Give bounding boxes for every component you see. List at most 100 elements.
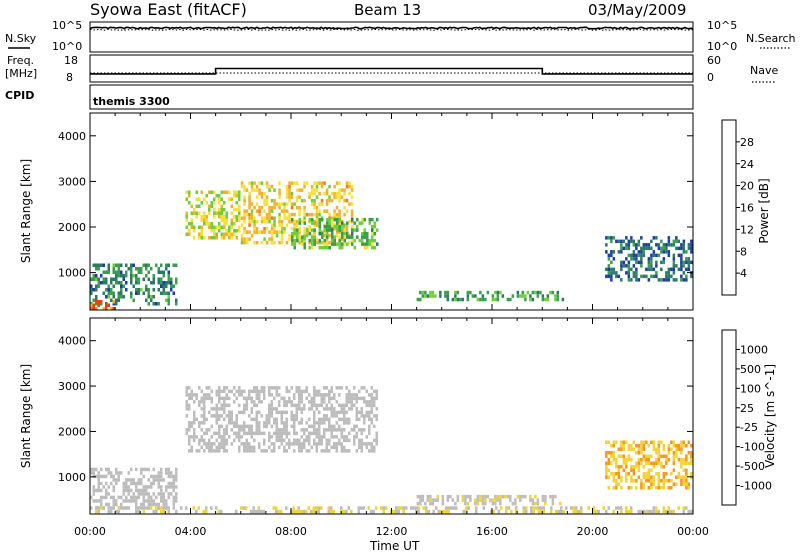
data-cell-3: [680, 461, 683, 465]
data-cell-1: [223, 410, 226, 415]
data-cell-5: [625, 257, 628, 261]
data-cell-0: [165, 488, 168, 493]
data-cell-1: [220, 396, 223, 401]
data-cell-3: [685, 458, 688, 462]
data-cell-3: [667, 479, 671, 483]
y-tick-label: 3000: [58, 380, 86, 393]
data-cell-4: [625, 509, 628, 514]
data-cell-0: [142, 499, 145, 503]
data-cell-3: [331, 235, 334, 239]
data-cell-1: [370, 393, 373, 397]
data-cell-1: [368, 417, 371, 422]
data-cell-1: [205, 431, 208, 436]
data-cell-4: [434, 294, 437, 298]
data-cell-2: [245, 240, 249, 245]
data-cell-3: [635, 486, 638, 490]
colorbar-tick-label: 20: [740, 180, 754, 193]
data-cell-2: [541, 494, 545, 499]
data-cell-0: [147, 485, 150, 489]
data-cell-2: [298, 205, 301, 210]
data-cell-2: [260, 191, 264, 196]
data-cell-1: [193, 417, 196, 422]
data-cell-1: [208, 208, 211, 212]
colorbar-tick-label: -25: [740, 421, 758, 434]
data-cell-3: [650, 486, 653, 490]
data-cell-1: [348, 438, 351, 443]
data-cell-2: [348, 191, 351, 196]
data-cell-2: [260, 230, 264, 234]
data-cell-1: [313, 438, 316, 443]
data-cell-2: [315, 181, 319, 185]
data-cell-4: [385, 506, 388, 510]
data-cell-0: [92, 485, 95, 489]
data-cell-2: [325, 188, 329, 192]
data-cell-0: [112, 284, 115, 288]
data-cell-5: [650, 274, 653, 279]
data-cell-0: [170, 281, 173, 285]
data-cell-1: [255, 393, 258, 397]
data-cell-2: [335, 233, 339, 238]
data-cell-1: [375, 396, 378, 401]
data-cell-1: [203, 417, 206, 422]
data-cell-3: [680, 458, 683, 462]
data-cell-1: [345, 421, 348, 425]
data-cell-1: [218, 407, 221, 411]
data-cell-1: [248, 396, 251, 401]
data-cell-2: [484, 494, 487, 499]
data-cell-3: [328, 245, 331, 250]
data-cell-2: [494, 498, 497, 502]
data-cell-5: [662, 257, 666, 261]
data-cell-1: [263, 424, 266, 429]
data-cell-1: [323, 435, 326, 439]
data-cell-1: [190, 445, 193, 450]
data-cell-4: [97, 509, 100, 514]
data-cell-1: [208, 222, 211, 226]
data-cell-1: [248, 389, 251, 394]
data-cell-1: [318, 428, 321, 432]
data-cell-1: [248, 428, 251, 432]
data-cell-0: [125, 263, 128, 267]
data-cell-1: [213, 190, 216, 194]
data-cell-0: [147, 302, 150, 306]
data-cell-0: [107, 492, 110, 496]
data-cell-2: [243, 226, 246, 231]
data-cell-0: [95, 295, 98, 299]
data-cell-1: [298, 407, 301, 411]
data-cell-2: [469, 498, 472, 502]
data-cell-1: [263, 442, 266, 446]
data-cell-2: [536, 501, 540, 506]
data-cell-3: [680, 447, 683, 451]
data-cell-4: [95, 506, 98, 510]
data-cell-5: [610, 267, 613, 272]
colorbar-tick-label: 24: [740, 158, 754, 171]
data-cell-2: [288, 181, 291, 185]
data-cell-0: [110, 298, 113, 302]
data-cell-0: [172, 495, 175, 500]
data-cell-1: [278, 431, 281, 436]
data-cell-1: [215, 211, 218, 215]
data-cell-2: [278, 240, 281, 245]
data-cell-2: [350, 219, 354, 224]
data-cell-0: [130, 488, 133, 493]
data-cell-1: [185, 400, 188, 404]
data-cell-0: [97, 281, 100, 285]
data-cell-4: [572, 506, 575, 510]
data-cell-1: [203, 414, 206, 418]
data-cell-1: [250, 400, 253, 404]
data-cell-4: [455, 506, 458, 510]
data-cell-5: [612, 267, 616, 272]
data-cell-3: [306, 228, 309, 232]
data-cell-2: [340, 195, 344, 199]
data-cell-0: [135, 495, 138, 500]
data-cell-0: [160, 485, 163, 489]
data-cell-4: [637, 509, 640, 514]
data-cell-1: [278, 428, 281, 432]
nsky-label: N.Sky: [5, 32, 37, 45]
data-cell-1: [213, 442, 216, 446]
data-cell-3: [650, 440, 653, 444]
data-cell-1: [328, 396, 331, 401]
data-cell-3: [607, 468, 611, 472]
data-cell-1: [208, 410, 211, 415]
data-cell-4: [461, 297, 465, 302]
data-cell-1: [215, 403, 218, 408]
